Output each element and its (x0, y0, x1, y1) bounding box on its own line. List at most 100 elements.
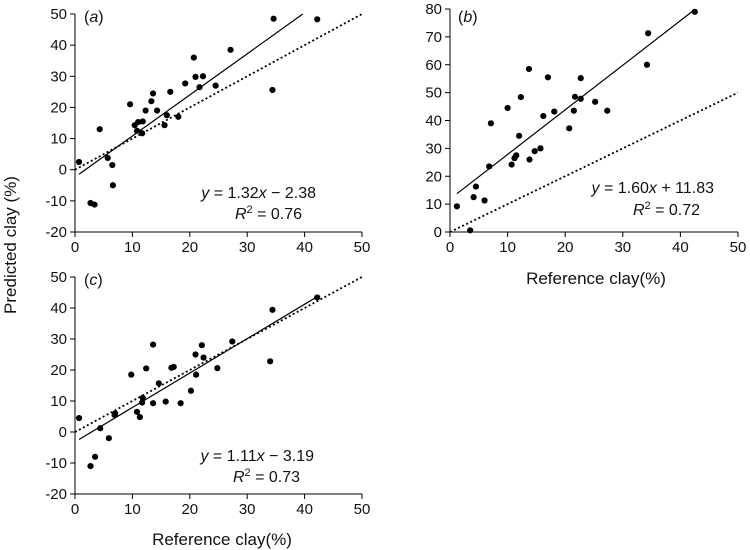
panel-a-data-point (212, 82, 219, 89)
panel-a-data-point (104, 154, 111, 161)
panel-a-data-point (167, 88, 174, 95)
panel-b-letter: b (463, 9, 472, 26)
panel-c-data-point (267, 358, 274, 365)
panel-c-data-point (136, 414, 143, 421)
panel-c-y-tick-label: 10 (50, 393, 67, 410)
panel-a-data-point (148, 98, 155, 105)
panel-a-data-point (161, 122, 168, 129)
panel-a-data-point (175, 113, 182, 120)
panel-a-data-point (182, 80, 189, 87)
panel-a-data-point (227, 46, 234, 53)
panel-b-data-point (472, 183, 480, 190)
panel-b-data-point (467, 227, 474, 234)
panel-b-data-point (645, 30, 652, 37)
panel-b-data-point (508, 161, 515, 168)
panel-b-data-point (643, 61, 651, 68)
panel-c-x-tick-label: 20 (181, 501, 198, 518)
panel-c-letter: c (89, 272, 97, 289)
panel-b-data-point (487, 120, 494, 127)
panel-a-data-point (91, 201, 98, 208)
panel-c-data-point (91, 453, 99, 460)
panel-a-letter: a (89, 9, 98, 26)
panel-b-plot: 0 10 20 30 40 50 0 10 20 30 40 50 60 70 80 (425, 1, 746, 256)
panel-b-y-tick-label: 20 (425, 168, 442, 185)
panel-b-data-point (486, 163, 493, 170)
panel-c-data-point (193, 371, 200, 378)
panel-b-x-tick-label: 40 (672, 239, 689, 256)
panel-c-y-tick-label: -20 (45, 486, 67, 503)
panel-a-data-point (196, 84, 203, 91)
panel-b-data-point (577, 95, 584, 102)
panel-c-data-point (200, 354, 207, 361)
panel-b-data-point (551, 108, 558, 115)
panel-a-data-point (109, 161, 116, 169)
panel-c: 0 10 20 30 40 50 -20 -10 0 10 20 30 40 50 (c) y = 1.1… (45, 269, 370, 549)
panel-c-data-point (149, 341, 157, 348)
panel-b-data-point (577, 75, 584, 82)
panel-b-r-squared: R2 = 0.72 (633, 200, 700, 219)
panel-b-data-point (537, 145, 544, 152)
panel-b-data-point (540, 112, 547, 120)
panel-b-y-tick-label: 60 (425, 57, 442, 74)
panel-a-data-point (269, 86, 276, 94)
panel-a-y-tick-label: 10 (50, 131, 67, 148)
panel-b-data-point (571, 93, 579, 100)
panel-c-y-tick-label: 20 (50, 362, 67, 379)
panel-b-data-point (604, 107, 611, 114)
panel-a-y-tick-label: -10 (45, 193, 67, 210)
panel-c-data-point (128, 371, 135, 378)
panel-c-x-tick-label: 30 (239, 501, 256, 518)
panel-c-data-point (143, 365, 150, 372)
panel-b-x-tick-label: 30 (614, 239, 631, 256)
panel-a-data-point (192, 73, 199, 81)
panel-c-y-tick-label: -10 (45, 455, 67, 472)
panel-a: 0 10 20 30 40 50 -20 -10 0 10 20 30 40 50 (a) y = 1.3… (45, 6, 370, 256)
panel-a-equation: y = 1.32x − 2.38 (200, 185, 316, 202)
panel-b-one-to-one-line (450, 91, 738, 232)
panel-a-y-tick-label: 20 (50, 99, 67, 116)
panel-b-data-point (513, 152, 520, 159)
panel-c-data-point (187, 387, 195, 394)
panel-b-data-point (531, 148, 538, 155)
panel-c-data-point (314, 294, 321, 301)
panel-a-data-point (153, 107, 161, 114)
panel-a-data-point (199, 73, 207, 80)
panel-a-data-point (135, 118, 142, 126)
panel-c-data-point (75, 414, 83, 422)
panel-b-data-point (544, 74, 552, 81)
panel-c-data-point (229, 338, 236, 345)
panel-a-data-point (109, 182, 116, 189)
panel-c-data-point (192, 351, 199, 358)
panel-a-data-point (163, 112, 170, 119)
panel-c-data-point (269, 306, 276, 313)
panel-b-data-point (470, 194, 477, 201)
panel-c-x-tick-label: 10 (124, 501, 141, 518)
panel-b-y-tick-label: 80 (425, 1, 442, 18)
panel-c-x-tick-label: 50 (354, 501, 371, 518)
panel-b-data-point (566, 125, 573, 132)
panel-b-label: (b) (458, 9, 478, 26)
panel-b-regression-line (456, 8, 696, 195)
panel-c-data-point (139, 399, 146, 406)
panel-c-data-point (105, 435, 112, 442)
panel-c-data-point (112, 410, 119, 417)
panel-a-data-point (149, 90, 157, 97)
panel-a-data-point (139, 118, 146, 125)
panel-a-y-tick-label: 0 (59, 162, 67, 179)
panel-a-y-tick-label: 40 (50, 37, 67, 54)
panel-b-data-point (517, 93, 524, 101)
panel-a-x-tick-label: 0 (71, 239, 79, 256)
panel-a-plot: 0 10 20 30 40 50 -20 -10 0 10 20 30 40 50 (45, 6, 370, 256)
panel-c-data-point (97, 425, 104, 432)
panel-c-x-axis-title: Reference clay(%) (152, 530, 292, 549)
panel-c-data-point (198, 342, 205, 349)
panel-a-label: (a) (84, 9, 104, 26)
panel-b-equation: y = 1.60x + 11.83 (591, 180, 715, 197)
panel-b-data-point (592, 98, 599, 105)
panel-a-x-tick-label: 20 (181, 239, 198, 256)
panel-b-y-tick-label: 40 (425, 113, 442, 130)
panel-a-data-point (270, 15, 277, 22)
panel-c-y-tick-label: 50 (50, 269, 67, 286)
panel-a-data-point (75, 158, 83, 166)
panel-b-x-axis-title: Reference clay(%) (526, 269, 666, 288)
